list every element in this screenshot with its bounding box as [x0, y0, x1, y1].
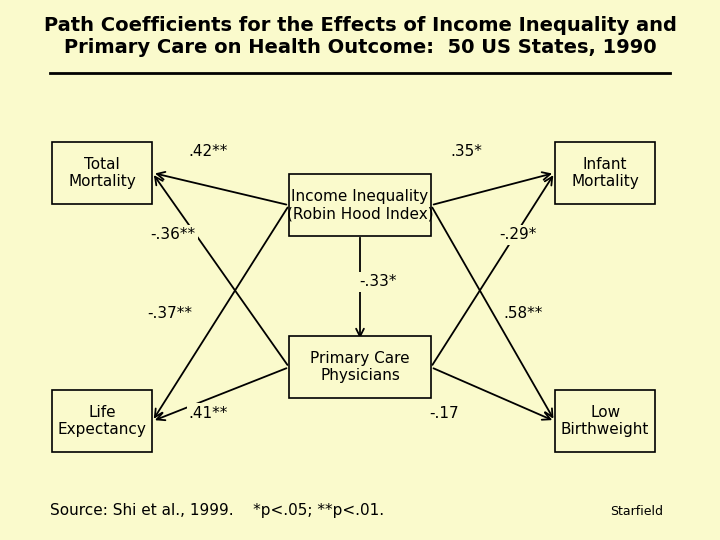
Text: -.36**: -.36** [150, 227, 195, 242]
Text: .41**: .41** [189, 406, 228, 421]
FancyBboxPatch shape [289, 174, 431, 237]
Text: -.33*: -.33* [359, 274, 397, 289]
Text: Total
Mortality: Total Mortality [68, 157, 136, 189]
Text: Path Coefficients for the Effects of Income Inequality and
Primary Care on Healt: Path Coefficients for the Effects of Inc… [44, 16, 676, 57]
Text: Infant
Mortality: Infant Mortality [571, 157, 639, 189]
FancyBboxPatch shape [52, 141, 152, 204]
FancyBboxPatch shape [555, 390, 655, 453]
Text: Source: Shi et al., 1999.    *p<.05; **p<.01.: Source: Shi et al., 1999. *p<.05; **p<.0… [50, 503, 384, 518]
Text: Low
Birthweight: Low Birthweight [561, 405, 649, 437]
Text: .42**: .42** [189, 144, 228, 159]
Text: -.17: -.17 [429, 406, 459, 421]
FancyBboxPatch shape [555, 141, 655, 204]
Text: -.29*: -.29* [500, 227, 536, 242]
FancyBboxPatch shape [289, 336, 431, 399]
Text: Starfield: Starfield [611, 505, 663, 518]
Text: .35*: .35* [451, 144, 482, 159]
Text: Primary Care
Physicians: Primary Care Physicians [310, 351, 410, 383]
Text: Income Inequality
(Robin Hood Index): Income Inequality (Robin Hood Index) [287, 189, 433, 221]
Text: Life
Expectancy: Life Expectancy [58, 405, 146, 437]
Text: -.37**: -.37** [147, 306, 192, 321]
Text: .58**: .58** [503, 306, 542, 321]
FancyBboxPatch shape [52, 390, 152, 453]
